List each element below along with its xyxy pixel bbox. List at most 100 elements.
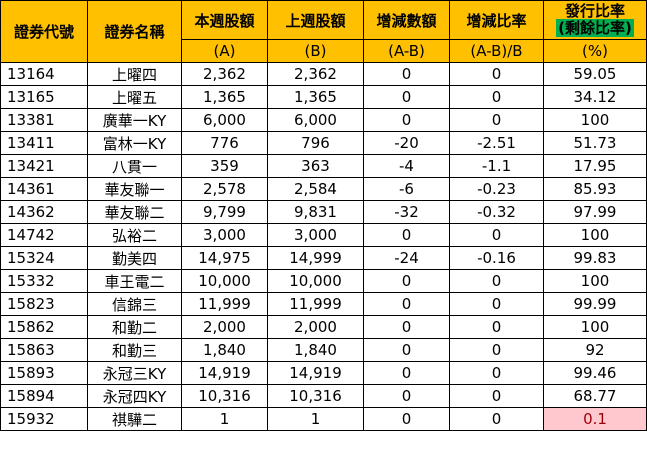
cell-issue-ratio: 17.95 bbox=[543, 154, 647, 178]
cell-last-week: 11,999 bbox=[267, 292, 364, 316]
table-row: 15862 和勤二 2,000 2,000 0 0 100 bbox=[0, 315, 647, 339]
cell-last-week: 2,584 bbox=[267, 177, 364, 201]
table-row: 13164 上曜四 2,362 2,362 0 0 59.05 bbox=[0, 62, 647, 86]
cell-name: 永冠三KY bbox=[87, 361, 182, 385]
subheader-pct: (%) bbox=[543, 39, 647, 63]
cell-change-ratio: 0 bbox=[449, 384, 544, 408]
cell-code: 15893 bbox=[0, 361, 88, 385]
cell-code: 13421 bbox=[0, 154, 88, 178]
subheader-ab: (A-B) bbox=[363, 39, 450, 63]
header-name: 證券名稱 bbox=[87, 0, 182, 63]
cell-last-week: 14,999 bbox=[267, 246, 364, 270]
cell-name: 上曜五 bbox=[87, 85, 182, 109]
header-row: 證券代號 證券名稱 本週股額 上週股額 增減數額 增減比率 發行比率 (剩餘比率… bbox=[0, 0, 647, 63]
cell-change-ratio: 0 bbox=[449, 223, 544, 247]
cell-issue-ratio: 99.83 bbox=[543, 246, 647, 270]
cell-last-week: 14,919 bbox=[267, 361, 364, 385]
table-row: 14362 華友聯二 9,799 9,831 -32 -0.32 97.99 bbox=[0, 200, 647, 224]
table-row: 15894 永冠四KY 10,316 10,316 0 0 68.77 bbox=[0, 384, 647, 408]
cell-issue-ratio: 97.99 bbox=[543, 200, 647, 224]
cell-this-week: 10,000 bbox=[181, 269, 268, 293]
cell-name: 八貫一 bbox=[87, 154, 182, 178]
header-last-week: 上週股額 bbox=[267, 0, 364, 40]
cell-this-week: 9,799 bbox=[181, 200, 268, 224]
cell-change: 0 bbox=[363, 384, 450, 408]
cell-name: 弘裕二 bbox=[87, 223, 182, 247]
header-this-week: 本週股額 bbox=[181, 0, 268, 40]
cell-issue-ratio: 99.99 bbox=[543, 292, 647, 316]
cell-name: 信錦三 bbox=[87, 292, 182, 316]
cell-change-ratio: -0.16 bbox=[449, 246, 544, 270]
cell-name: 華友聯二 bbox=[87, 200, 182, 224]
cell-this-week: 14,975 bbox=[181, 246, 268, 270]
cell-code: 14361 bbox=[0, 177, 88, 201]
cell-this-week: 14,919 bbox=[181, 361, 268, 385]
cell-this-week: 359 bbox=[181, 154, 268, 178]
table-row: 13411 富林一KY 776 796 -20 -2.51 51.73 bbox=[0, 131, 647, 155]
cell-change: 0 bbox=[363, 292, 450, 316]
table-body: 13164 上曜四 2,362 2,362 0 0 59.05 13165 上曜五 1,365 1,… bbox=[0, 62, 647, 431]
cell-change-ratio: 0 bbox=[449, 62, 544, 86]
cell-last-week: 3,000 bbox=[267, 223, 364, 247]
cell-code: 14742 bbox=[0, 223, 88, 247]
cell-issue-ratio: 51.73 bbox=[543, 131, 647, 155]
cell-code: 13411 bbox=[0, 131, 88, 155]
cell-code: 15863 bbox=[0, 338, 88, 362]
cell-last-week: 10,000 bbox=[267, 269, 364, 293]
cell-name: 祺驊二 bbox=[87, 407, 182, 431]
cell-code: 15932 bbox=[0, 407, 88, 431]
cell-this-week: 776 bbox=[181, 131, 268, 155]
subheader-ab-ratio: (A-B)/B bbox=[449, 39, 544, 63]
cell-name: 廣華一KY bbox=[87, 108, 182, 132]
cell-issue-ratio: 100 bbox=[543, 108, 647, 132]
cell-last-week: 1,840 bbox=[267, 338, 364, 362]
cell-change-ratio: -0.23 bbox=[449, 177, 544, 201]
cell-code: 13381 bbox=[0, 108, 88, 132]
cell-change: -32 bbox=[363, 200, 450, 224]
header-change: 增減數額 bbox=[363, 0, 450, 40]
cell-issue-ratio: 100 bbox=[543, 223, 647, 247]
cell-change-ratio: 0 bbox=[449, 292, 544, 316]
cell-issue-ratio: 100 bbox=[543, 315, 647, 339]
cell-change: 0 bbox=[363, 108, 450, 132]
cell-change-ratio: 0 bbox=[449, 108, 544, 132]
table-row: 14742 弘裕二 3,000 3,000 0 0 100 bbox=[0, 223, 647, 247]
cell-code: 15894 bbox=[0, 384, 88, 408]
cell-change: -6 bbox=[363, 177, 450, 201]
cell-code: 15862 bbox=[0, 315, 88, 339]
subheader-a: (A) bbox=[181, 39, 268, 63]
cell-this-week: 2,362 bbox=[181, 62, 268, 86]
cell-issue-ratio: 59.05 bbox=[543, 62, 647, 86]
cell-change-ratio: 0 bbox=[449, 85, 544, 109]
header-issue-ratio-line1: 發行比率 bbox=[564, 2, 625, 20]
table-row: 15893 永冠三KY 14,919 14,919 0 0 99.46 bbox=[0, 361, 647, 385]
table-row: 15932 祺驊二 1 1 0 0 0.1 bbox=[0, 407, 647, 431]
cell-this-week: 1,840 bbox=[181, 338, 268, 362]
cell-last-week: 1,365 bbox=[267, 85, 364, 109]
cell-name: 和勤二 bbox=[87, 315, 182, 339]
cell-code: 13164 bbox=[0, 62, 88, 86]
bond-change-table: 證券代號 證券名稱 本週股額 上週股額 增減數額 增減比率 發行比率 (剩餘比率… bbox=[0, 0, 647, 431]
table-row: 13165 上曜五 1,365 1,365 0 0 34.12 bbox=[0, 85, 647, 109]
cell-name: 永冠四KY bbox=[87, 384, 182, 408]
cell-issue-ratio: 34.12 bbox=[543, 85, 647, 109]
cell-issue-ratio: 68.77 bbox=[543, 384, 647, 408]
subheader-row: (A) (B) (A-B) (A-B)/B (%) bbox=[1, 39, 647, 63]
cell-change: 0 bbox=[363, 315, 450, 339]
cell-this-week: 6,000 bbox=[181, 108, 268, 132]
cell-change: -24 bbox=[363, 246, 450, 270]
cell-last-week: 2,362 bbox=[267, 62, 364, 86]
cell-change-ratio: -0.32 bbox=[449, 200, 544, 224]
cell-name: 上曜四 bbox=[87, 62, 182, 86]
table-row: 13421 八貫一 359 363 -4 -1.1 17.95 bbox=[0, 154, 647, 178]
cell-code: 14362 bbox=[0, 200, 88, 224]
cell-last-week: 10,316 bbox=[267, 384, 364, 408]
cell-this-week: 11,999 bbox=[181, 292, 268, 316]
table-row: 13381 廣華一KY 6,000 6,000 0 0 100 bbox=[0, 108, 647, 132]
cell-name: 華友聯一 bbox=[87, 177, 182, 201]
cell-change: 0 bbox=[363, 269, 450, 293]
cell-change-ratio: -2.51 bbox=[449, 131, 544, 155]
cell-code: 15332 bbox=[0, 269, 88, 293]
table-row: 14361 華友聯一 2,578 2,584 -6 -0.23 85.93 bbox=[0, 177, 647, 201]
cell-this-week: 1 bbox=[181, 407, 268, 431]
